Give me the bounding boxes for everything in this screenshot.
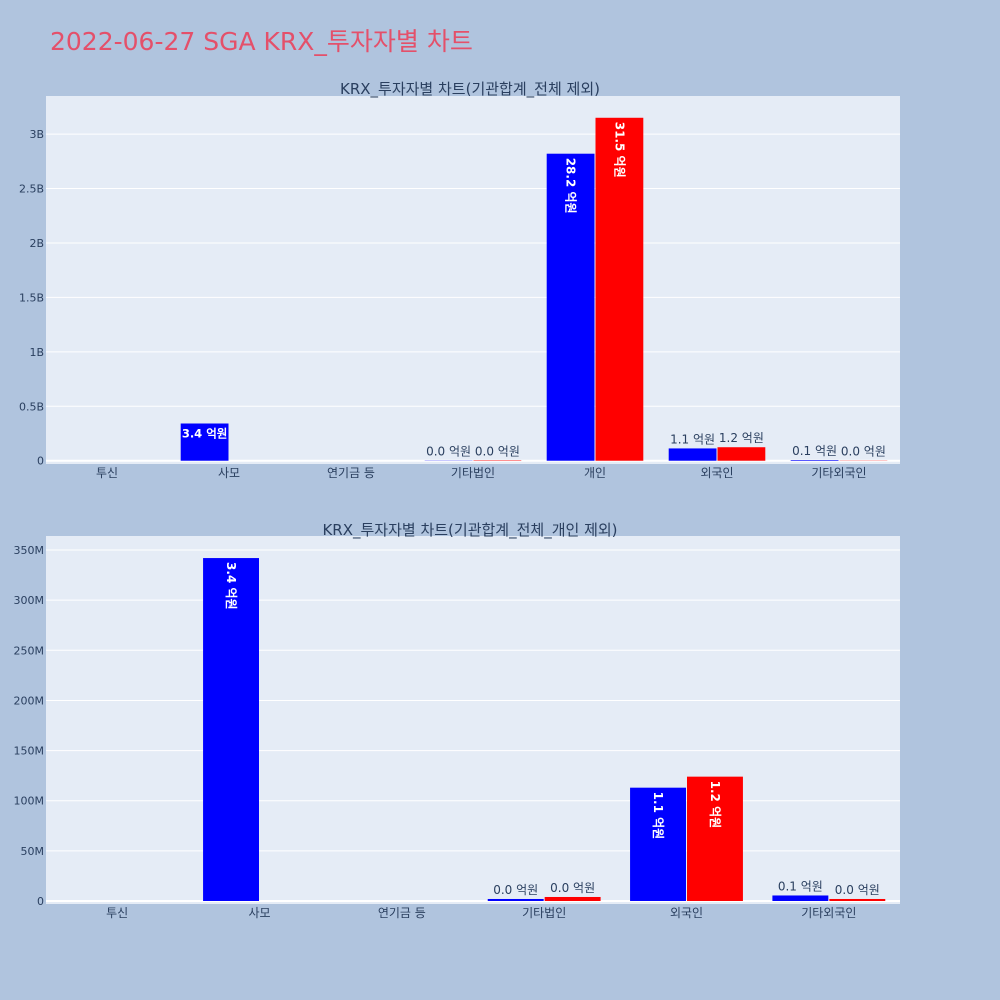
- y-tick-label: 2B: [29, 237, 44, 250]
- bar: [544, 896, 601, 901]
- data-label: 3.4 억원: [224, 562, 238, 610]
- data-label: 0.0 억원: [550, 881, 595, 895]
- y-tick-label: 300M: [14, 594, 45, 607]
- y-tick-label: 2.5B: [19, 183, 44, 196]
- x-tick-label: 외국인: [670, 906, 703, 920]
- chart-2: 0 50M 100M 150M 200M 250M 300M 350M KRX_투자자별 차트(…: [14, 521, 900, 920]
- x-tick-label: 연기금 등: [327, 466, 375, 480]
- x-tick-label: 연기금 등: [378, 906, 426, 920]
- y-tick-label: 1B: [29, 346, 44, 359]
- y-tick-label: 0: [37, 895, 44, 908]
- data-label: 1.2 억원: [708, 781, 722, 829]
- y-tick-label: 3B: [29, 128, 44, 141]
- bar: [829, 898, 886, 901]
- chart-title: KRX_투자자별 차트(기관합계_전체 제외): [340, 80, 600, 99]
- bar: [180, 423, 229, 461]
- bar: [630, 787, 686, 901]
- data-label: 1.2 억원: [719, 431, 764, 445]
- y-tick-label: 100M: [14, 795, 45, 808]
- data-label: 0.0 억원: [493, 883, 538, 897]
- data-label: 1.1 억원: [651, 792, 665, 840]
- page-title: 2022-06-27 SGA KRX_투자자별 차트: [50, 27, 473, 56]
- x-tick-label: 기타법인: [522, 906, 566, 920]
- chart-1: 0 0.5B 1B 1.5B 2B 2.5B 3B KRX_투자자별 차트(기관합계_전체 제…: [19, 80, 900, 480]
- y-tick-label: 0: [37, 455, 44, 468]
- x-tick-label: 기타법인: [451, 466, 495, 480]
- chart-title: KRX_투자자별 차트(기관합계_전체_개인 제외): [322, 521, 617, 540]
- x-tick-label: 외국인: [700, 466, 733, 480]
- x-tick-label: 기타외국인: [801, 906, 856, 920]
- x-tick-label: 사모: [218, 466, 240, 480]
- data-label: 1.1 억원: [670, 432, 715, 446]
- bar: [546, 153, 595, 461]
- plot-area: [46, 96, 900, 464]
- bar: [790, 460, 839, 461]
- y-tick-label: 150M: [14, 745, 45, 758]
- data-label: 0.1 억원: [792, 444, 837, 458]
- x-tick-label: 사모: [248, 906, 270, 920]
- bar: [687, 776, 743, 901]
- x-tick-label: 투신: [106, 906, 128, 920]
- y-tick-label: 200M: [14, 694, 45, 707]
- bar: [668, 448, 717, 461]
- y-tick-label: 250M: [14, 644, 45, 657]
- x-tick-label: 개인: [584, 466, 606, 480]
- y-tick-label: 1.5B: [19, 291, 44, 304]
- x-tick-label: 기타외국인: [811, 466, 866, 480]
- data-label: 0.0 억원: [835, 883, 880, 897]
- data-label: 0.0 억원: [475, 444, 520, 458]
- bar: [203, 558, 259, 901]
- data-label: 0.1 억원: [778, 879, 823, 893]
- y-tick-label: 50M: [21, 845, 45, 858]
- data-label: 28.2 억원: [564, 158, 578, 214]
- data-label: 3.4 억원: [182, 426, 228, 440]
- data-label: 0.0 억원: [426, 445, 471, 459]
- bar: [595, 117, 644, 461]
- x-tick-label: 투신: [96, 466, 118, 480]
- y-tick-label: 0.5B: [19, 400, 44, 413]
- bar: [717, 447, 766, 461]
- bar: [487, 898, 544, 901]
- y-tick-label: 350M: [14, 544, 45, 557]
- data-label: 31.5 억원: [612, 122, 626, 178]
- plot-area: [46, 536, 900, 904]
- bar: [772, 895, 829, 901]
- data-label: 0.0 억원: [841, 445, 886, 459]
